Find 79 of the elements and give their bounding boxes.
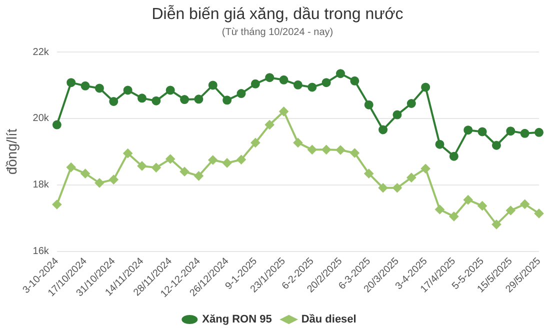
point [279,106,288,116]
point [449,152,458,161]
legend-label: Xăng RON 95 [202,314,272,326]
point [336,69,345,78]
point [520,200,530,209]
point [94,84,104,93]
y-axis-title: đồng/lít [3,128,20,175]
point [137,161,146,170]
point [250,138,260,148]
point [435,204,444,214]
point [66,78,76,88]
point [123,148,132,158]
point [534,128,544,137]
legend-label: Dầu diesel [301,314,356,326]
point [378,183,388,192]
point [336,146,345,155]
point [166,154,175,164]
point [492,140,501,150]
point [194,171,204,180]
point [137,94,146,103]
point [406,99,416,108]
point [464,195,473,204]
point [421,82,430,92]
point [364,100,374,110]
point [364,169,374,178]
point [279,75,288,84]
point [435,140,444,149]
point [378,125,388,134]
point [236,89,246,98]
point [180,95,190,104]
y-tick-label: 20k [32,113,50,124]
point [236,155,246,164]
point [109,175,118,184]
point [322,78,331,88]
point [123,86,132,95]
point [265,73,274,82]
point [520,128,530,138]
point [180,167,190,176]
point [52,200,62,209]
point [492,220,501,229]
point [265,120,274,130]
point [534,208,544,218]
point [322,145,331,154]
point [222,96,232,105]
y-tick-label: 18k [32,180,50,191]
point [80,81,90,90]
point [350,148,360,158]
point [66,162,76,172]
point [222,158,232,168]
chart-subtitle: (Từ tháng 10/2024 - nay) [220,27,334,38]
point [421,164,430,174]
y-tick-label: 16k [32,246,50,258]
chart-title: Diễn biến giá xăng, dầu trong nước [150,6,404,24]
point [506,126,516,136]
point [52,120,62,130]
point [109,97,118,106]
point [392,110,402,120]
point [478,201,487,210]
point [293,138,302,148]
point [506,206,516,215]
point [152,163,161,172]
point [478,127,487,136]
point [194,94,204,104]
y-tick-label: 22k [32,46,50,58]
point [308,145,317,154]
point [208,155,218,164]
point [250,79,260,88]
point [350,76,360,86]
point [94,178,104,188]
point [152,96,161,106]
point [80,169,90,178]
point [464,126,473,135]
point [406,173,416,182]
point [293,80,302,90]
point [392,183,402,192]
point [449,212,458,221]
point [308,82,317,92]
point [208,80,218,90]
point [166,86,175,95]
